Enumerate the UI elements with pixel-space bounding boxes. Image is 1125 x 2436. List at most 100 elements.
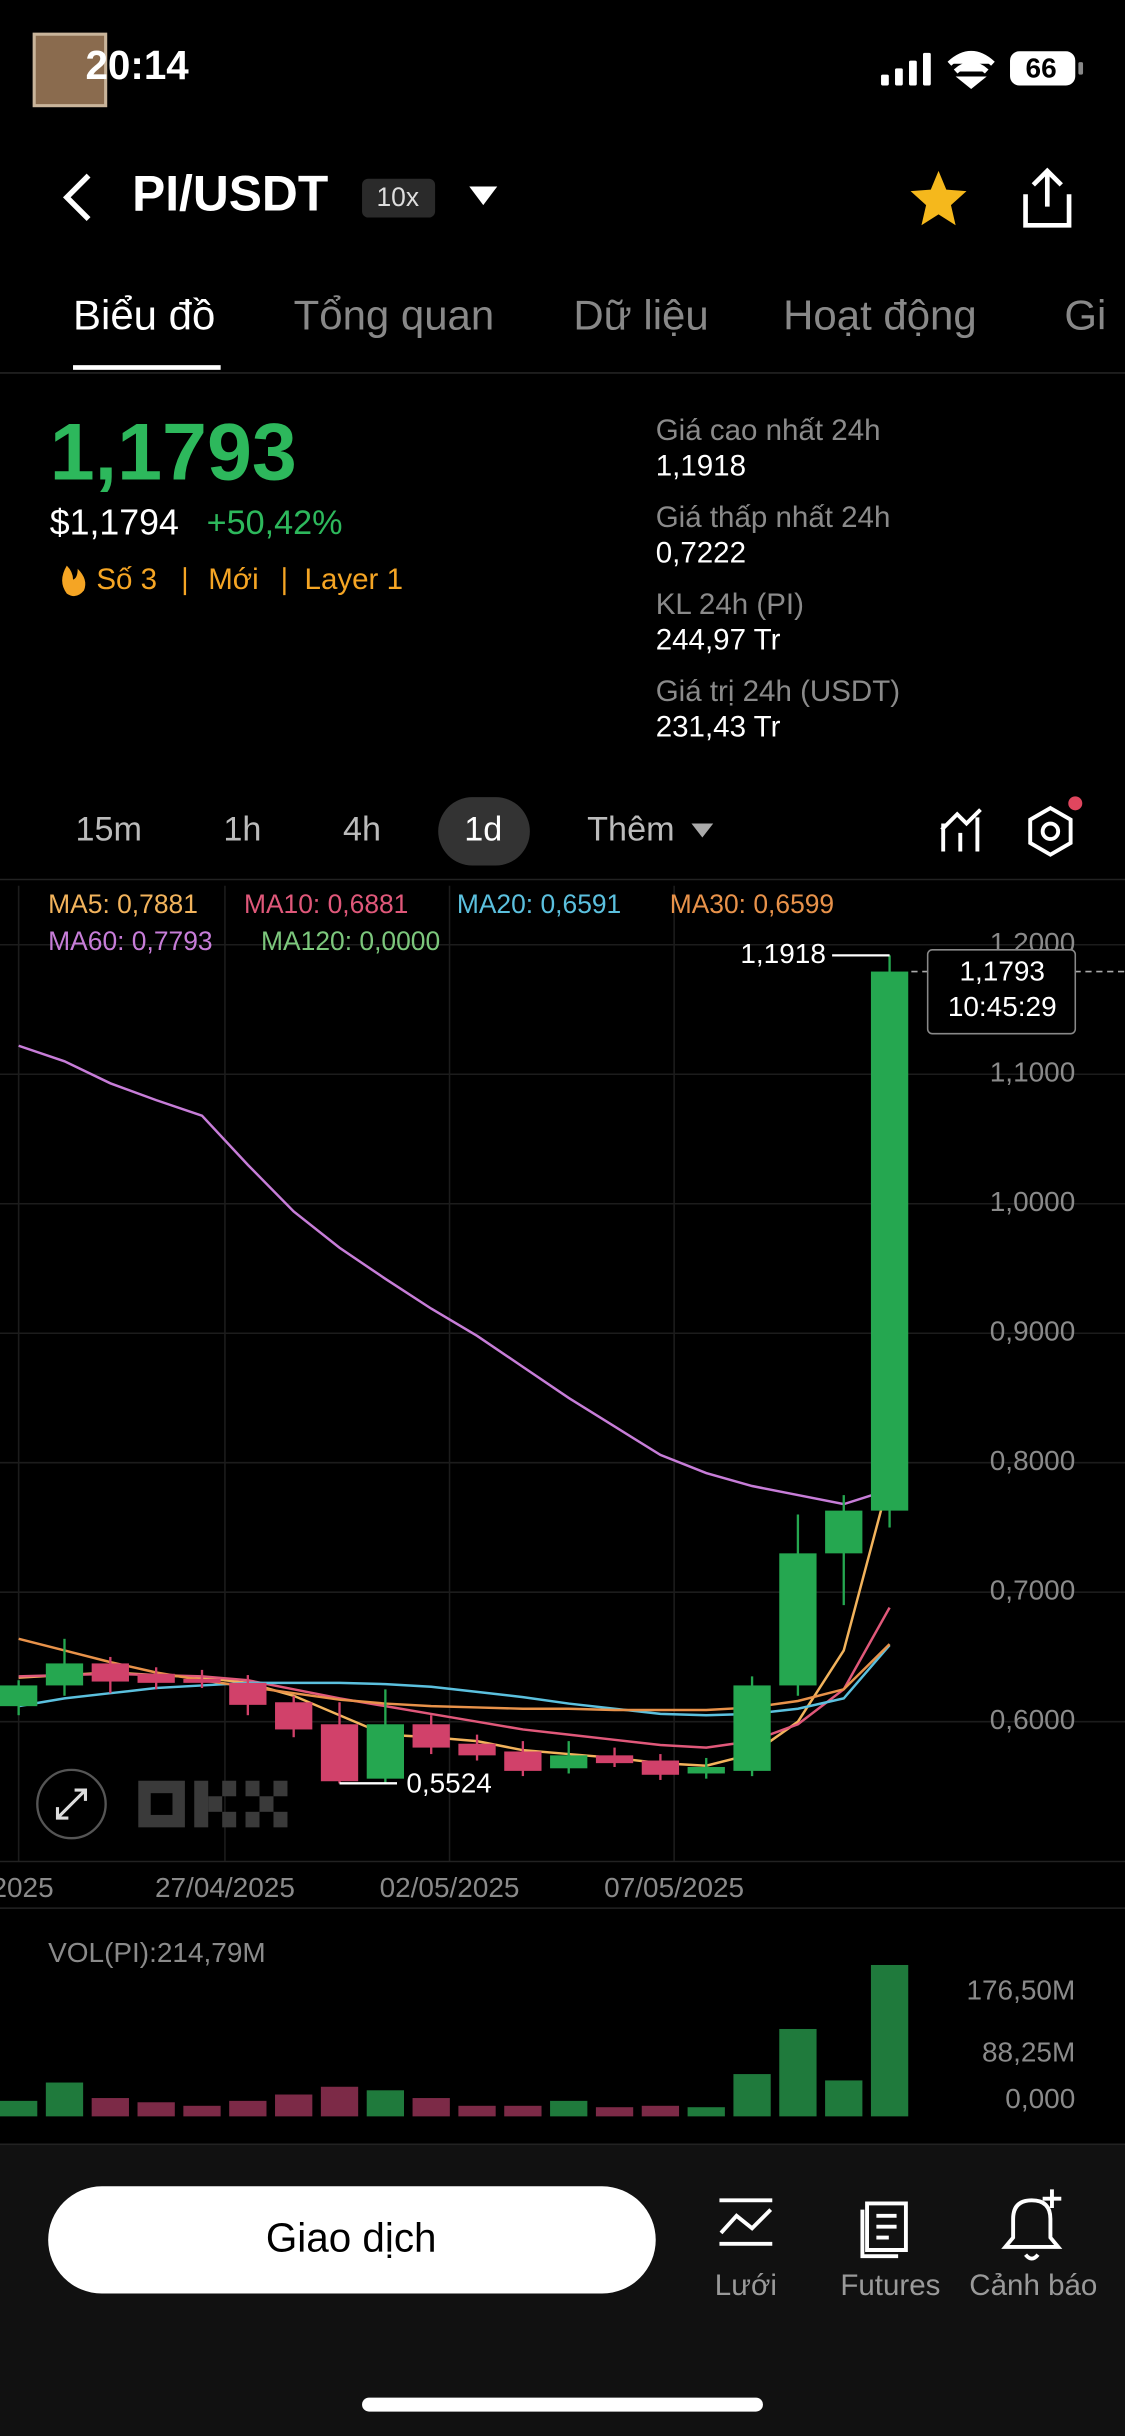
leverage-text: 10x xyxy=(377,182,420,212)
stat-label: Giá cao nhất 24h xyxy=(656,414,881,447)
high-label: 1,1918 xyxy=(740,938,826,969)
tag: Mới xyxy=(208,563,258,596)
y-tick-label: 0,9000 xyxy=(990,1316,1076,1347)
share-button[interactable] xyxy=(1023,167,1072,228)
legend-entry: MA120: 0,0000 xyxy=(261,926,440,956)
candle-body xyxy=(870,971,909,1511)
candle-body xyxy=(641,1760,680,1775)
indicator-button[interactable] xyxy=(940,808,982,852)
volume-bar xyxy=(183,2105,221,2117)
volume-bar xyxy=(0,2100,38,2117)
legend-entry: MA20: 0,6591 xyxy=(457,889,621,919)
stat-label: Giá thấp nhất 24h xyxy=(656,501,891,534)
timeframe[interactable]: 15m xyxy=(76,810,142,848)
legend-entry: MA30: 0,6599 xyxy=(670,889,834,919)
volume-bar xyxy=(275,2094,313,2117)
volume-bar xyxy=(825,2080,863,2117)
last-price-label: 1,1793 xyxy=(959,956,1044,987)
expand-icon xyxy=(55,1788,88,1820)
price-chart: 1,20001,10001,00000,90000,80000,70000,60… xyxy=(0,885,1125,1903)
app-logo xyxy=(32,32,108,108)
leverage-badge xyxy=(362,178,436,218)
volume-bar xyxy=(550,2100,588,2117)
volume-bar xyxy=(779,2028,817,2117)
home-indicator xyxy=(362,2397,763,2412)
timeframe[interactable]: 4h xyxy=(343,810,381,848)
volume-bar xyxy=(412,2098,450,2117)
volume-bar xyxy=(366,2090,405,2117)
notification-dot xyxy=(1068,796,1083,811)
settings-button[interactable] xyxy=(1028,805,1073,857)
alert-icon[interactable] xyxy=(1001,2189,1063,2261)
x-tick-label: 27/04/2025 xyxy=(155,1872,295,1903)
candle-body xyxy=(504,1751,542,1771)
futures-icon[interactable] xyxy=(860,2201,908,2259)
y-tick-label: 88,25M xyxy=(982,2037,1075,2068)
tag: Số 3 xyxy=(96,563,157,596)
volume-bar xyxy=(733,2074,771,2117)
y-tick-label: 0,6000 xyxy=(990,1704,1076,1735)
tab[interactable]: Tổng quan xyxy=(294,292,495,339)
stat-value: 231,43 Tr xyxy=(656,711,781,744)
active-tab-underline xyxy=(73,365,221,370)
timeframe[interactable]: Thêm xyxy=(587,810,674,848)
volume-bar xyxy=(687,2107,725,2117)
volume-bar xyxy=(91,2098,129,2117)
timeframe[interactable]: 1h xyxy=(223,810,261,848)
volume-bar xyxy=(641,2105,680,2117)
stat-label: KL 24h (PI) xyxy=(656,588,804,621)
more-dropdown[interactable] xyxy=(691,823,714,838)
pair-dropdown[interactable] xyxy=(469,186,498,206)
x-tick-label: 02/05/2025 xyxy=(380,1872,520,1903)
volume-bar xyxy=(229,2100,267,2117)
y-tick-label: 1,1000 xyxy=(990,1057,1076,1088)
bottom-item-label[interactable]: Futures xyxy=(840,2269,940,2302)
legend-entry: MA60: 0,7793 xyxy=(48,926,212,956)
battery-icon xyxy=(1010,51,1076,86)
stat-value: 0,7222 xyxy=(656,537,746,570)
bottom-item-label[interactable]: Lưới xyxy=(715,2269,777,2302)
bottom-items: Lưới Futures Cảnh báo xyxy=(715,2269,1098,2302)
grid-bot-icon[interactable] xyxy=(719,2198,773,2246)
candle-body xyxy=(275,1702,313,1730)
candle-body xyxy=(0,1685,38,1707)
volume-bar xyxy=(595,2107,634,2117)
back-button[interactable] xyxy=(62,173,91,222)
stat-value: 1,1918 xyxy=(656,450,746,483)
timeframe[interactable]: 1d xyxy=(464,810,502,848)
usd-price: $1,1794 xyxy=(50,503,179,543)
bottom-item-label[interactable]: Cảnh báo xyxy=(969,2269,1097,2302)
candle-body xyxy=(91,1663,129,1682)
tab[interactable]: Dữ liệu xyxy=(573,292,708,339)
candle-body xyxy=(45,1663,84,1686)
tab[interactable]: Biểu đồ xyxy=(73,292,215,339)
settings-center xyxy=(1040,821,1061,842)
low-label: 0,5524 xyxy=(406,1767,491,1798)
volume-bar xyxy=(504,2105,542,2117)
y-tick-label: 0,000 xyxy=(1005,2083,1075,2114)
tab[interactable]: Gi xyxy=(1064,292,1106,339)
watermark xyxy=(138,1780,288,1828)
x-tick-label: /2025 xyxy=(0,1872,54,1903)
candle-body xyxy=(183,1678,221,1683)
trade-button-label: Giao dịch xyxy=(266,2214,437,2260)
volume-bar xyxy=(45,2082,84,2117)
stat-value: 244,97 Tr xyxy=(656,624,781,657)
favorite-star[interactable] xyxy=(910,170,967,226)
timeframe-bar: 15m 1h 4h 1d Thêm xyxy=(76,810,675,848)
candle-body xyxy=(550,1755,588,1769)
trade-button[interactable] xyxy=(48,2186,656,2294)
tab[interactable]: Hoạt động xyxy=(783,292,977,339)
pair-title[interactable]: PI/USDT xyxy=(132,165,328,221)
wifi-icon xyxy=(947,50,995,89)
tab-bar: Biểu đồ Tổng quan Dữ liệu Hoạt động Gi xyxy=(73,292,1106,339)
active-timeframe-pill xyxy=(438,797,530,866)
candle-body xyxy=(779,1553,817,1686)
y-tick-label: 0,8000 xyxy=(990,1445,1076,1476)
battery-cap xyxy=(1078,62,1084,75)
candle-body xyxy=(733,1685,771,1771)
